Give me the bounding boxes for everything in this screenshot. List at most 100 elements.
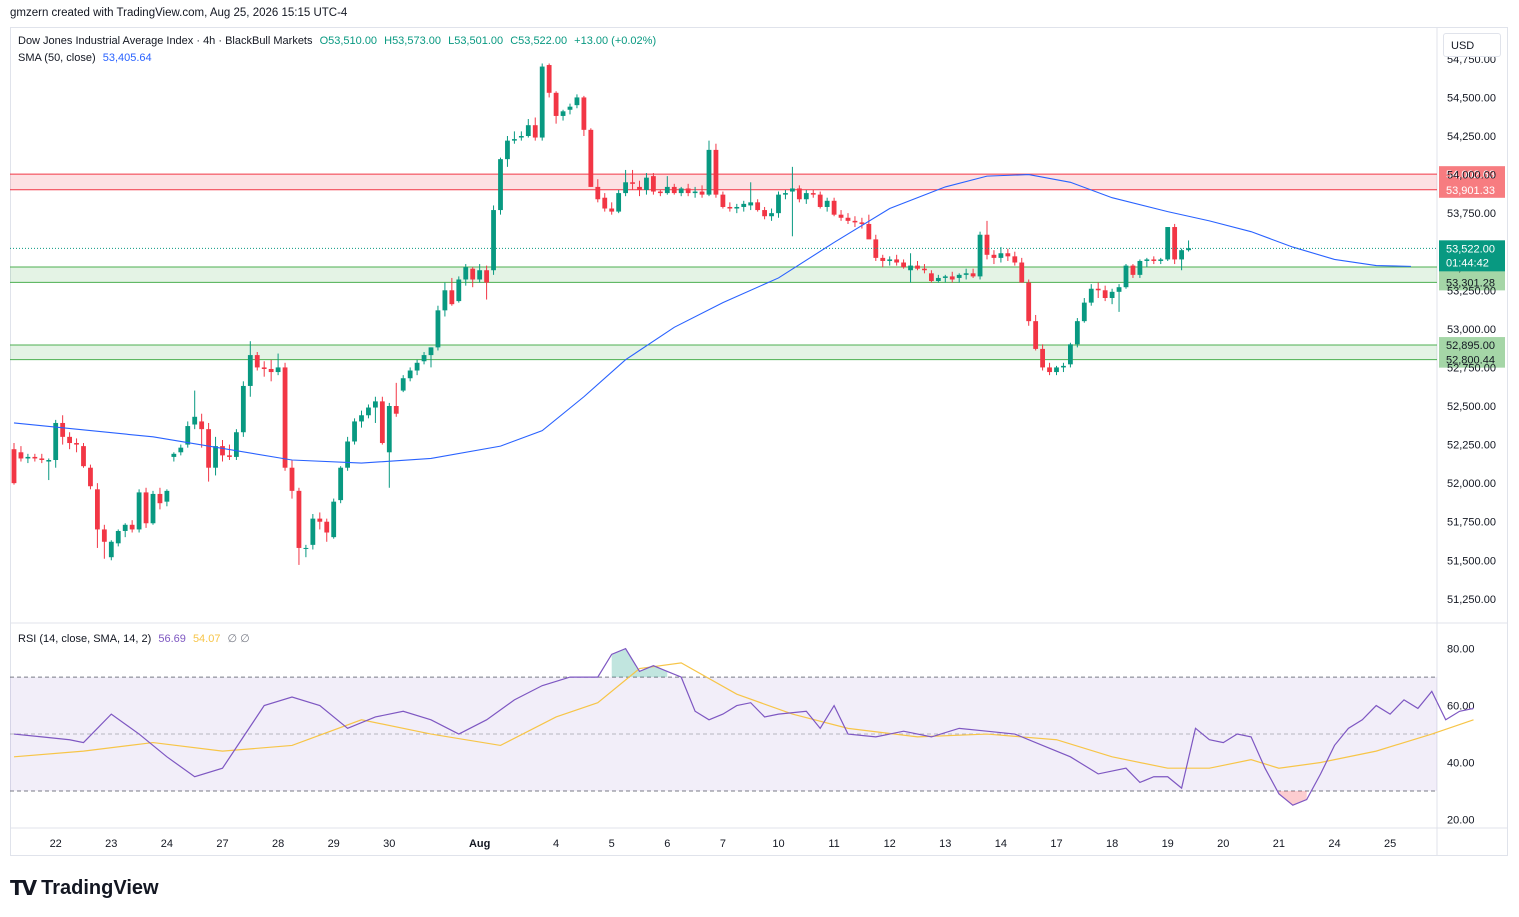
candle-body	[692, 191, 698, 194]
currency-button[interactable]: USD	[1443, 33, 1501, 57]
ohlc-close: C53,522.00	[510, 35, 568, 47]
candle-body	[1005, 253, 1011, 257]
candle-body	[164, 490, 170, 502]
rsi-overbought-fill	[611, 648, 668, 678]
candle-body	[595, 186, 601, 200]
price-tick-label: 54,250.00	[1447, 131, 1496, 143]
candle-body	[1068, 344, 1073, 365]
candle-body	[1130, 265, 1136, 275]
candle-body	[630, 182, 635, 184]
rsi-band-background	[10, 677, 1437, 791]
candle-body	[518, 136, 524, 138]
candle-body	[366, 407, 371, 416]
time-tick-label: 28	[272, 838, 284, 850]
candle-body	[206, 429, 211, 468]
price-tick-label: 53,250.00	[1447, 285, 1496, 297]
price-tick-label: 53,750.00	[1447, 208, 1496, 220]
candle-body	[1054, 367, 1059, 373]
price-tick-label: 51,750.00	[1447, 517, 1496, 529]
candle-body	[991, 254, 997, 258]
candle-body	[352, 421, 357, 442]
candle-body	[101, 529, 107, 542]
last-price-tag	[1439, 240, 1505, 272]
candle-body	[310, 518, 316, 545]
symbol-title[interactable]: Dow Jones Industrial Average Index · 4h …	[18, 35, 313, 47]
candle-body	[755, 202, 761, 211]
candle-body	[1186, 248, 1191, 251]
rsi-sma-line	[13, 662, 1474, 769]
candle-body	[414, 362, 420, 371]
candle-body	[234, 432, 239, 457]
candle-body	[560, 111, 566, 116]
candle-body	[532, 125, 538, 138]
candle-body	[192, 416, 198, 425]
time-tick-label: 24	[1328, 838, 1340, 850]
candle-body	[949, 276, 955, 280]
rsi-oversold-fill	[1278, 790, 1307, 806]
candle-body	[956, 274, 962, 278]
candle-body	[95, 489, 100, 530]
resistance-top-label: 54,002.63	[1446, 169, 1495, 181]
candle-body	[289, 467, 295, 491]
candle-body	[1095, 288, 1101, 291]
candle-body	[1088, 288, 1094, 303]
candle-body	[1102, 290, 1108, 298]
candle-body	[512, 139, 517, 141]
candle-body	[623, 182, 628, 194]
candle-body	[1172, 227, 1178, 260]
support-2-top-label: 52,895.00	[1446, 340, 1495, 352]
candle-body	[929, 273, 934, 282]
time-tick-label: 27	[216, 838, 228, 850]
candle-body	[227, 455, 232, 457]
candle-body	[727, 206, 733, 209]
candle-body	[942, 276, 948, 278]
candle-body	[1158, 259, 1164, 261]
rsi-extra: ∅ ∅	[227, 633, 250, 645]
candle-body	[539, 66, 545, 138]
candle-body	[386, 406, 392, 453]
candle-body	[60, 422, 66, 437]
sma-label[interactable]: SMA (50, close)	[18, 52, 96, 64]
rsi-legend: RSI (14, close, SMA, 14, 2) 56.69 54.07 …	[18, 632, 254, 645]
time-tick-label: 21	[1273, 838, 1285, 850]
support-2-top-tag	[1439, 337, 1505, 354]
candle-body	[39, 458, 45, 460]
candle-body	[407, 370, 413, 379]
candle-body	[1061, 365, 1066, 368]
candle-body	[46, 460, 52, 462]
tradingview-logo[interactable]: TV TradingView	[10, 876, 159, 900]
candle-body	[185, 426, 191, 445]
candle-body	[74, 443, 79, 445]
price-tick-label: 52,250.00	[1447, 440, 1496, 452]
candle-body	[498, 159, 503, 211]
sma-value: 53,405.64	[102, 52, 152, 64]
candle-body	[505, 140, 510, 160]
candle-body	[998, 253, 1004, 258]
candle-body	[157, 493, 163, 504]
candle-body	[32, 456, 38, 459]
candle-body	[720, 194, 726, 207]
tv-logo-icon: TV	[10, 876, 37, 900]
candle-body	[25, 456, 31, 459]
candle-body	[1019, 262, 1025, 283]
candle-body	[922, 268, 927, 271]
candle-body	[275, 367, 281, 373]
rsi-tick-label: 40.00	[1447, 758, 1475, 770]
resistance-zone	[10, 174, 1437, 190]
rsi-label[interactable]: RSI (14, close, SMA, 14, 2)	[18, 633, 152, 645]
candle-body	[359, 415, 364, 422]
candle-body	[769, 213, 774, 217]
candle-body	[984, 234, 990, 255]
candle-body	[873, 239, 879, 258]
ohlc-high: H53,573.00	[384, 35, 442, 47]
chart-frame	[10, 27, 1508, 856]
candle-body	[748, 202, 754, 206]
time-tick-label: 11	[828, 838, 839, 850]
candle-body	[247, 355, 253, 386]
price-tick-label: 53,000.00	[1447, 324, 1496, 336]
price-tick-label: 54,500.00	[1447, 92, 1496, 104]
candle-body	[1165, 227, 1171, 260]
time-tick-label: 13	[939, 838, 951, 850]
ohlc-change: +13.00 (+0.02%)	[574, 35, 657, 47]
